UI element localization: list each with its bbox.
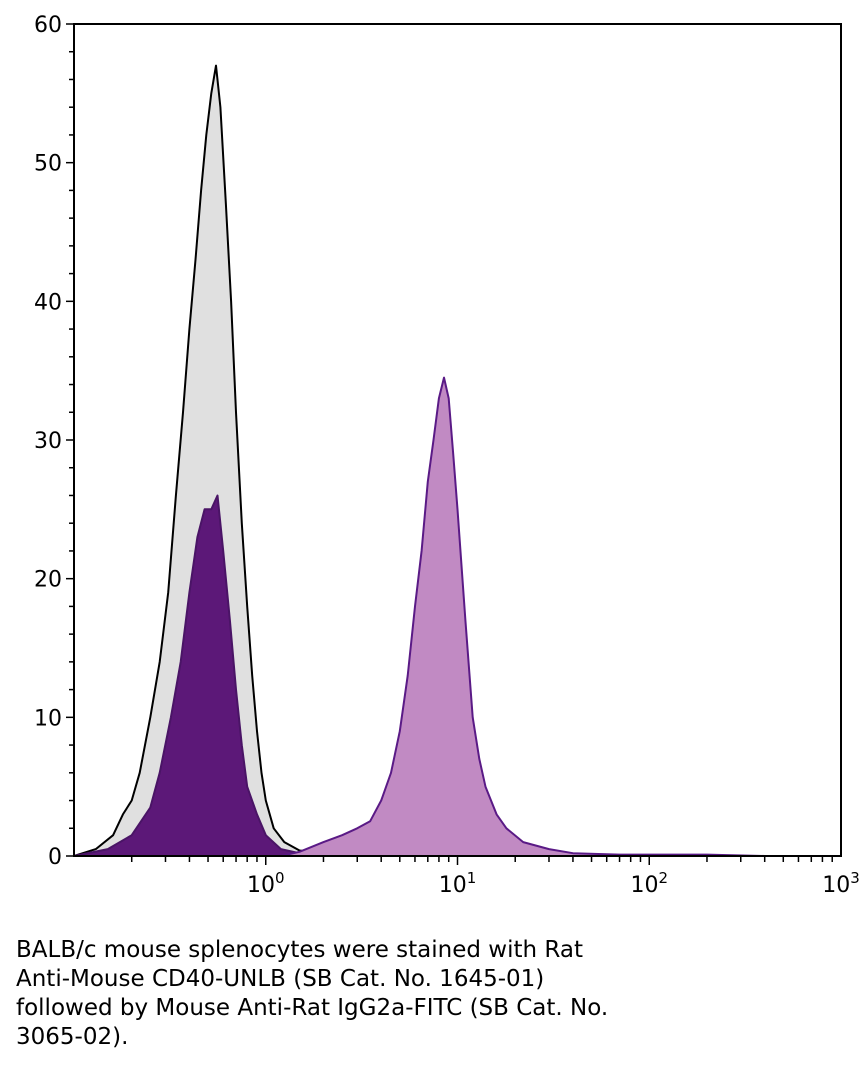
y-axis: 0 10 20 30 40 50 60	[34, 13, 74, 870]
x-tick-label: 100	[247, 869, 285, 898]
y-tick-label: 0	[48, 845, 62, 870]
x-axis: 100 101 102 103	[130, 856, 860, 898]
x-tick-label: 103	[822, 869, 860, 898]
histogram-chart: 0 10 20 30 40 50 60 100 101 102 103	[34, 13, 860, 898]
caption-line: followed by Mouse Anti-Rat IgG2a-FITC (S…	[16, 995, 609, 1021]
figure-caption: BALB/c mouse splenocytes were stained wi…	[16, 936, 736, 1052]
caption-line: BALB/c mouse splenocytes were stained wi…	[16, 937, 583, 963]
histogram-series-1	[73, 64, 359, 857]
series-layer	[73, 64, 766, 857]
caption-line: Anti-Mouse CD40-UNLB (SB Cat. No. 1645-0…	[16, 966, 545, 992]
caption-line: 3065-02).	[16, 1024, 129, 1050]
y-tick-label: 10	[34, 706, 62, 731]
y-tick-label: 30	[34, 429, 62, 454]
x-tick-label: 101	[439, 869, 477, 898]
histogram-series-3	[279, 376, 766, 857]
histogram-series-2	[73, 494, 325, 857]
y-tick-label: 50	[34, 152, 62, 177]
y-tick-label: 60	[34, 13, 62, 38]
y-tick-label: 20	[34, 568, 62, 593]
x-tick-label: 102	[630, 869, 668, 898]
y-tick-label: 40	[34, 290, 62, 315]
